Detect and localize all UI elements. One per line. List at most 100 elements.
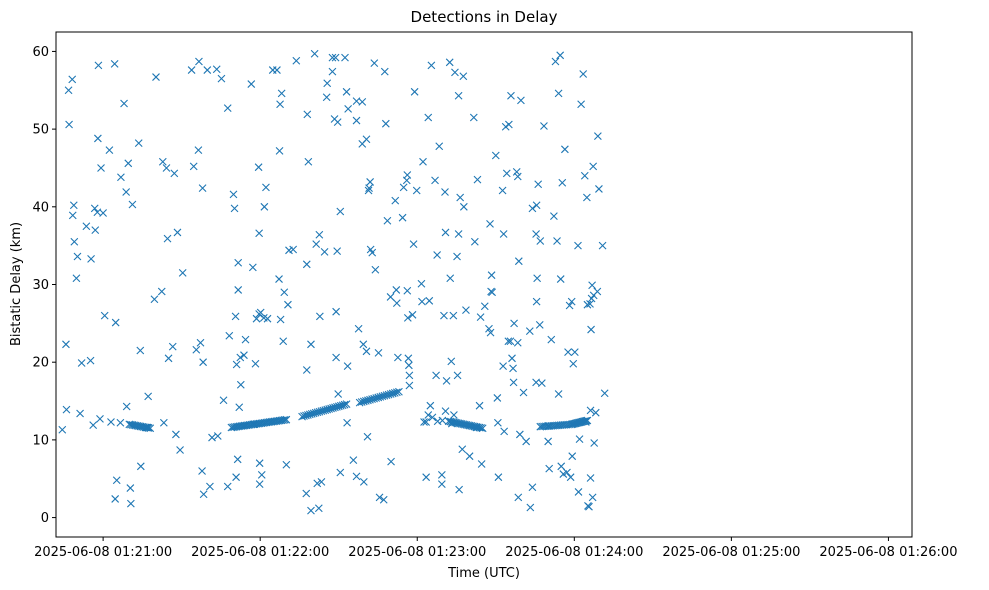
data-point-marker: [90, 204, 99, 213]
data-point-marker: [551, 57, 560, 66]
data-point-marker: [255, 459, 264, 468]
y-tick-label: 50: [32, 123, 49, 138]
data-point-marker: [404, 361, 413, 370]
data-point-marker: [282, 460, 291, 469]
data-point-marker: [187, 66, 196, 74]
data-point-marker: [235, 403, 244, 412]
data-point-marker: [122, 402, 131, 411]
data-point-marker: [462, 306, 470, 315]
data-point-marker: [248, 263, 257, 272]
x-axis: 2025-06-08 01:21:00 2025-06-08 01:22:00 20…: [34, 537, 957, 560]
data-point-marker: [254, 163, 263, 172]
data-point-marker: [514, 257, 523, 266]
data-point-marker: [198, 184, 207, 193]
data-point-marker: [64, 86, 73, 95]
data-point-marker: [65, 120, 73, 129]
data-point-marker: [173, 228, 182, 237]
data-point-marker: [488, 288, 497, 297]
data-point-marker: [586, 474, 595, 482]
data-point-marker: [513, 338, 522, 347]
data-point-marker: [203, 66, 212, 74]
data-point-marker: [379, 495, 388, 504]
data-point-marker: [284, 300, 292, 309]
data-point-marker: [403, 286, 412, 295]
y-tick-label: 60: [32, 45, 49, 60]
data-point-marker: [314, 504, 323, 513]
data-point-marker: [112, 476, 121, 485]
data-point-marker: [256, 308, 265, 317]
data-point-marker: [582, 193, 591, 202]
data-point-marker: [534, 180, 543, 189]
x-axis-label: Time (UTC): [447, 566, 520, 581]
data-point-marker: [77, 359, 86, 367]
data-point-marker: [386, 293, 395, 301]
data-point-marker: [424, 113, 433, 122]
data-point-marker: [422, 473, 431, 482]
data-point-marker: [431, 176, 439, 185]
data-point-marker: [469, 113, 478, 122]
data-point-marker: [493, 418, 502, 427]
data-point-marker: [303, 110, 312, 119]
data-point-marker: [111, 318, 120, 327]
data-point-marker: [93, 134, 102, 143]
data-point-marker: [328, 53, 337, 62]
x-tick-label: 2025-06-08 01:26:00: [819, 545, 957, 560]
data-point-marker: [510, 319, 518, 328]
data-point-marker: [276, 315, 285, 324]
data-point-marker: [354, 324, 363, 333]
data-point-marker: [427, 61, 436, 70]
data-point-marker: [504, 120, 513, 129]
data-point-marker: [486, 328, 495, 337]
data-point-marker: [441, 407, 450, 416]
data-point-marker: [387, 457, 395, 466]
data-point-marker: [159, 418, 168, 427]
data-point-marker: [575, 435, 584, 443]
data-point-marker: [418, 297, 426, 306]
data-point-marker: [96, 415, 104, 423]
data-point-marker: [459, 202, 468, 211]
data-point-marker: [144, 424, 153, 432]
data-point-marker: [198, 467, 206, 475]
y-axis: 0 10 20 30 40 50 60: [32, 45, 56, 526]
data-point-marker: [196, 338, 205, 347]
data-point-marker: [453, 252, 461, 261]
data-point-marker: [557, 462, 566, 471]
data-point-marker: [302, 489, 311, 498]
data-point-marker: [565, 301, 574, 310]
data-point-marker: [236, 380, 245, 389]
data-point-marker: [556, 275, 565, 283]
data-point-marker: [446, 274, 455, 283]
data-point-marker: [255, 480, 264, 489]
x-tick-label: 2025-06-08 01:24:00: [505, 545, 643, 560]
data-point-marker: [595, 185, 603, 193]
data-point-marker: [522, 437, 531, 446]
data-point-marker: [375, 493, 384, 502]
data-point-marker: [280, 288, 289, 297]
data-point-marker: [508, 354, 516, 363]
data-point-marker: [87, 254, 95, 263]
data-point-marker: [320, 247, 329, 256]
data-point-marker: [451, 68, 459, 77]
data-point-marker: [232, 473, 240, 482]
data-point-marker: [405, 381, 414, 390]
data-point-marker: [89, 421, 98, 430]
data-point-marker: [408, 310, 417, 319]
data-point-marker: [453, 371, 462, 380]
data-point-marker: [117, 173, 125, 182]
data-point-marker: [477, 424, 485, 432]
data-point-marker: [593, 287, 602, 296]
data-point-marker: [473, 175, 482, 184]
data-point-marker: [419, 157, 427, 166]
data-point-marker: [532, 297, 541, 306]
data-point-marker: [91, 226, 100, 235]
data-point-marker: [512, 167, 521, 176]
data-point-marker: [502, 169, 511, 178]
data-point-marker: [176, 446, 184, 454]
data-point-marker: [381, 119, 390, 128]
data-point-marker: [364, 186, 373, 195]
data-point-marker: [251, 359, 260, 368]
data-point-marker: [514, 493, 523, 502]
data-point-marker: [447, 357, 456, 366]
data-point-marker: [395, 387, 403, 396]
